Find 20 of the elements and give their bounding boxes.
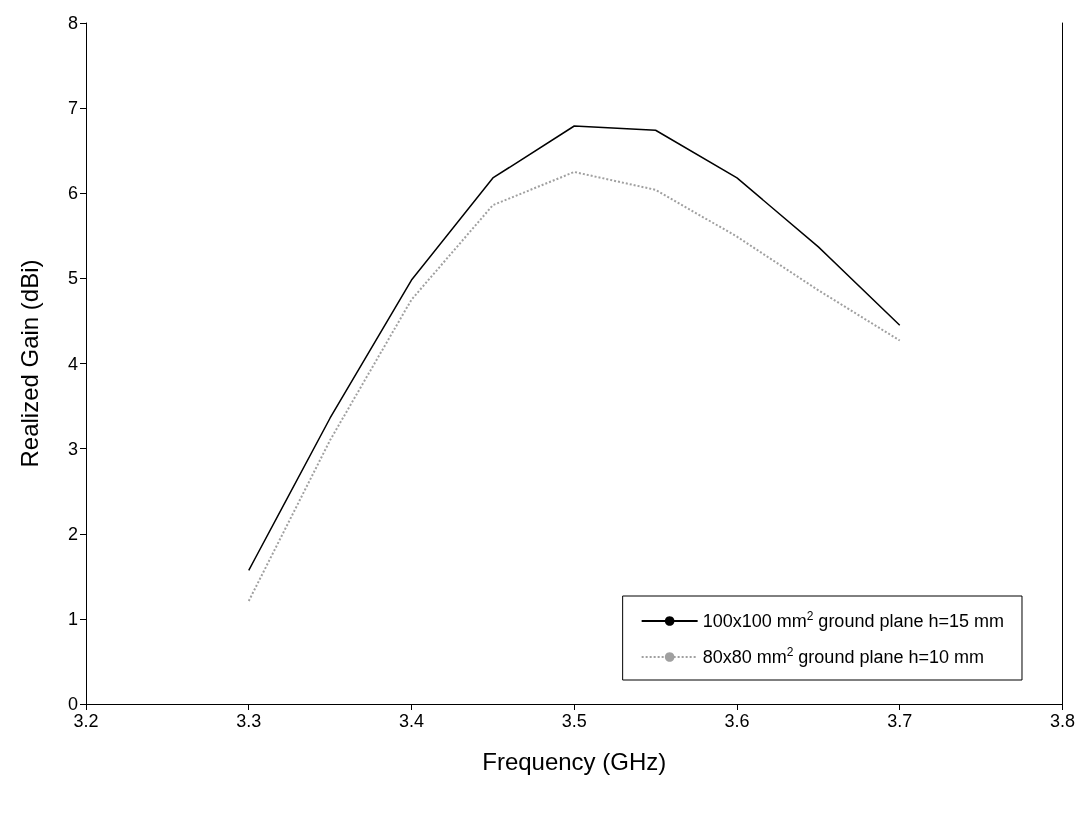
y-tick-label: 7 [67,98,78,119]
x-tick-label: 3.4 [398,711,425,731]
x-tick-label: 3.7 [887,711,913,731]
line-series [247,170,901,602]
y-tick-label: 2 [67,523,78,544]
y-tick-label: 1 [67,608,78,629]
x-axis-title: Frequency (GHz) [482,747,667,775]
x-tick-label: 3.3 [236,711,262,731]
y-axis-title: Realized Gain (dBi) [15,259,43,468]
x-tick-label: 3.8 [1049,711,1075,731]
y-tick-label: 3 [67,438,78,459]
y-tick-label: 5 [67,268,78,289]
y-tick-label: 6 [67,183,78,204]
y-tick-label: 8 [67,13,78,33]
line-series [248,125,901,572]
y-tick-label: 4 [67,353,78,374]
x-tick-label: 3.6 [724,711,750,731]
y-tick-label: 0 [67,694,78,714]
x-tick-label: 3.2 [73,711,99,731]
x-tick-label: 3.5 [561,711,587,731]
